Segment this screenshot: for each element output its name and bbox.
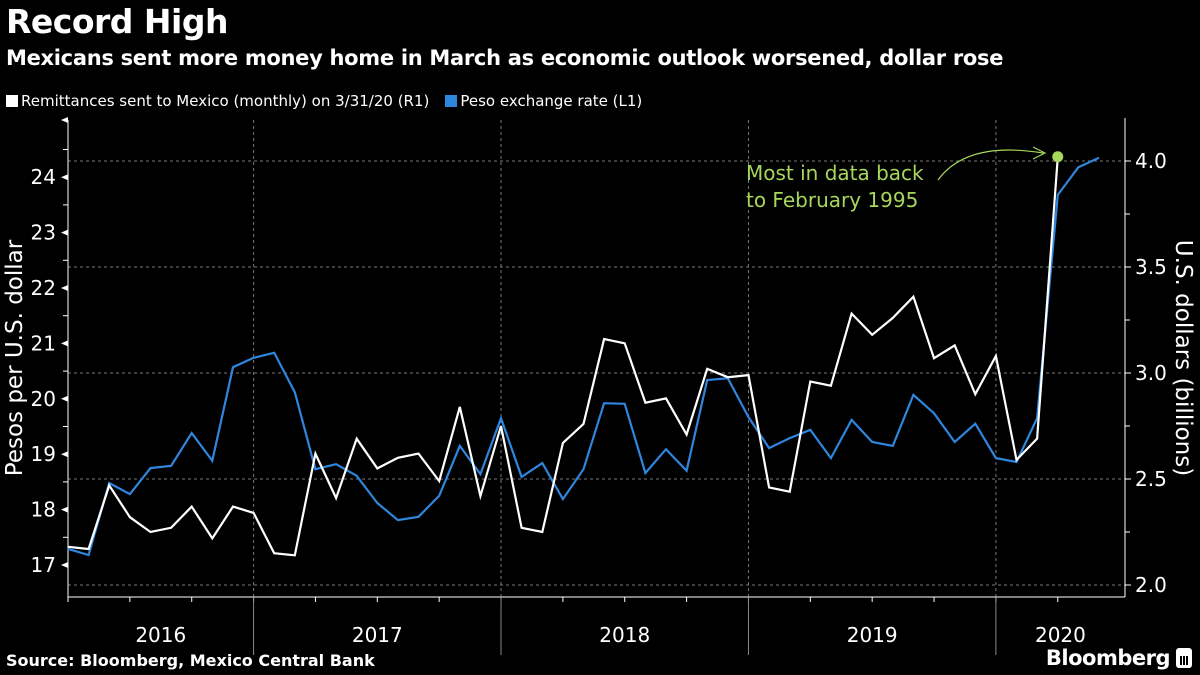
y-left-tick-label: 19 (31, 442, 56, 466)
legend-swatch-blue (445, 95, 458, 107)
peso-exchange-rate-line (67, 156, 1100, 557)
annotation-arrow (937, 149, 1044, 181)
source-note: Source: Bloomberg, Mexico Central Bank (6, 651, 375, 670)
y-left-tick-label: 20 (31, 387, 56, 411)
y-left-tick-label: 23 (31, 221, 56, 245)
legend-swatch-white (6, 95, 18, 107)
logo-text: Bloomberg (1045, 646, 1171, 670)
chart-title: Record High (6, 2, 228, 41)
x-tick-label: 2016 (135, 623, 186, 647)
y-left-tick (61, 451, 68, 458)
y-left-axis-label: Pesos per U.S. dollar (2, 239, 28, 476)
y-right-tick-label: 3.5 (1135, 255, 1167, 279)
legend-item-peso: Peso exchange rate (L1) (445, 92, 642, 110)
y-right-tick-label: 4.0 (1135, 149, 1167, 173)
y-left-tick (61, 506, 68, 513)
legend-label: Peso exchange rate (L1) (460, 92, 643, 110)
y-left-tick-label: 21 (31, 331, 56, 355)
legend: Remittances sent to Mexico (monthly) on … (6, 92, 642, 110)
y-left-tick-label: 17 (31, 553, 56, 577)
y-left-tick (61, 174, 68, 181)
bloomberg-logo: Bloomberg (1046, 646, 1192, 670)
annotation-line-1: Most in data back (746, 161, 924, 185)
y-right-tick-label: 2.5 (1135, 467, 1167, 491)
x-tick-label: 2020 (1035, 623, 1086, 647)
legend-item-remittances: Remittances sent to Mexico (monthly) on … (6, 92, 429, 110)
y-left-tick (61, 229, 68, 236)
y-left-tick-label: 22 (31, 276, 56, 300)
x-tick-label: 2018 (599, 623, 650, 647)
y-left-tick (61, 340, 68, 347)
x-tick-label: 2017 (352, 623, 403, 647)
y-left-tick (61, 117, 68, 123)
legend-label: Remittances sent to Mexico (monthly) on … (21, 92, 430, 110)
y-left-tick (61, 562, 68, 568)
y-right-tick-label: 2.0 (1135, 573, 1167, 597)
y-left-tick-label: 18 (31, 498, 56, 522)
y-right-tick-label: 3.0 (1135, 361, 1167, 385)
y-left-tick (61, 285, 68, 291)
remittances-line (67, 156, 1059, 557)
y-right-axis-label: U.S. dollars (billions) (1170, 240, 1196, 476)
record-high-marker (1052, 151, 1064, 163)
y-left-tick (61, 395, 68, 402)
y-left-tick-label: 24 (31, 165, 56, 189)
x-tick-label: 2019 (847, 623, 898, 647)
bloomberg-terminal-icon (1176, 648, 1192, 668)
annotation-line-2: to February 1995 (746, 188, 918, 212)
chart-subtitle: Mexicans sent more money home in March a… (6, 46, 1004, 70)
annotation-arrowhead (1032, 146, 1047, 160)
